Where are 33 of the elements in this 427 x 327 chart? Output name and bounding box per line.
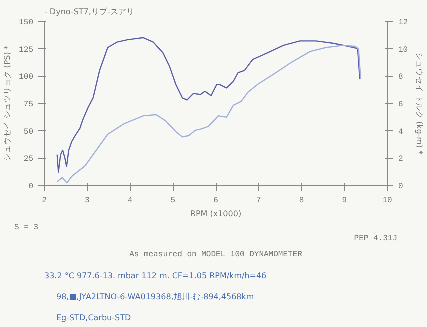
y2-tick-label: 10 (398, 46, 408, 55)
x-axis-title: RPM (x1000) (190, 210, 242, 218)
y2-tick-label: 8 (398, 73, 404, 82)
chart-title: - Dyno-ST7,リブ-スアリ (44, 8, 134, 16)
y-tick-label: 75 (24, 100, 34, 110)
text: PEP 4.31J (354, 234, 398, 244)
y-axis-title: シュウセイ シュツリョク (PS) * (3, 46, 12, 162)
y-tick-label: 150 (19, 18, 34, 28)
x-tick-label: 5 (170, 196, 176, 206)
text: As measured on MODEL 100 DYNAMOMETER (130, 250, 303, 260)
y-tick-label: 125 (19, 46, 34, 55)
y2-tick-label: 0 (398, 182, 404, 192)
y-tick-label: 25 (24, 155, 34, 164)
x-tick-label: 8 (299, 196, 304, 206)
y2-tick-label: 2 (398, 155, 404, 164)
x-tick-label: 6 (214, 196, 219, 206)
text: S = 3 (14, 224, 39, 232)
y-tick-label: 100 (19, 73, 34, 82)
text: 33.2 °C 977.6-13. mbar 112 m. CF=1.05 RPM/km/h=46 (44, 272, 267, 280)
x-tick-label: 10 (382, 196, 392, 206)
y2-tick-label: 6 (398, 100, 404, 110)
y2-tick-label: 4 (398, 128, 404, 137)
text: Eg-STD,Carbu-STD (56, 314, 132, 322)
y2-axis-title: シュウセイ トルク (kg-m) * (415, 52, 424, 155)
y-tick-label: 50 (24, 128, 34, 137)
y2-tick-label: 12 (398, 18, 408, 28)
x-tick-label: 7 (256, 196, 262, 206)
x-tick-label: 2 (42, 196, 48, 206)
x-tick-label: 9 (342, 196, 348, 206)
text: 98,■,JYA2LTNO-6-WA019368,旭川-む-894,4568km (56, 292, 254, 302)
x-tick-label: 4 (128, 196, 133, 206)
x-tick-label: 3 (84, 196, 90, 206)
y-tick-label: 0 (28, 182, 34, 192)
